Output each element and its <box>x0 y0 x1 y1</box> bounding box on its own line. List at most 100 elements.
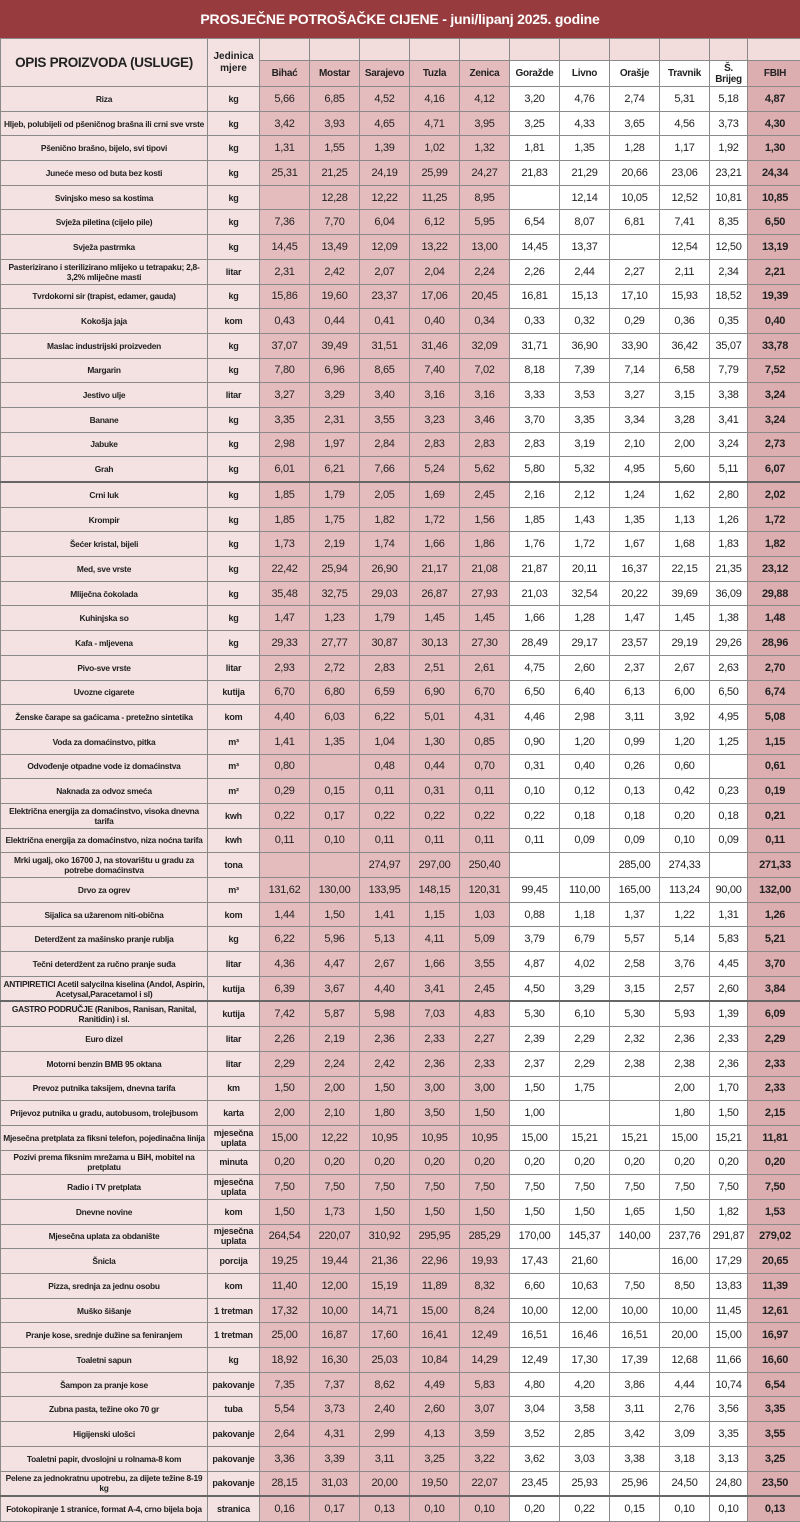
price-cell: 2,16 <box>510 482 560 507</box>
price-cell: 2,99 <box>360 1422 410 1447</box>
price-cell: 6,10 <box>560 1001 610 1026</box>
price-cell: 4,95 <box>610 457 660 482</box>
unit-of-measure: kom <box>208 309 260 334</box>
price-cell: 3,20 <box>510 87 560 112</box>
price-cell: 3,95 <box>460 111 510 136</box>
price-cell: 2,37 <box>510 1051 560 1076</box>
price-cell: 20,22 <box>610 581 660 606</box>
price-cell: 1,20 <box>560 729 610 754</box>
price-cell: 0,22 <box>260 803 310 828</box>
price-cell: 1,68 <box>660 532 710 557</box>
price-cell: 15,00 <box>260 1125 310 1150</box>
price-cell: 10,95 <box>460 1125 510 1150</box>
price-cell: 0,10 <box>310 828 360 853</box>
product-description: Mrki ugalj, oko 16700 J, na stovarištu u… <box>1 853 208 878</box>
price-cell: 29,26 <box>710 631 748 656</box>
price-cell: 0,29 <box>260 779 310 804</box>
price-cell: 6,12 <box>410 210 460 235</box>
price-cell: 5,98 <box>360 1001 410 1026</box>
header-city: Goražde <box>510 61 560 87</box>
price-cell: 1,48 <box>748 606 800 631</box>
price-cell: 15,13 <box>560 284 610 309</box>
price-cell: 5,21 <box>748 927 800 952</box>
price-cell: 3,25 <box>748 1446 800 1471</box>
price-cell: 2,34 <box>710 259 748 284</box>
product-description: Mjesečna uplata za obdanište <box>1 1224 208 1249</box>
price-cell: 0,11 <box>360 779 410 804</box>
price-cell: 8,50 <box>660 1274 710 1299</box>
product-description: Odvođenje otpadne vode iz domaćinstva <box>1 754 208 779</box>
price-cell: 39,49 <box>310 333 360 358</box>
price-cell: 2,73 <box>748 432 800 457</box>
price-cell: 131,62 <box>260 878 310 903</box>
price-cell: 11,66 <box>710 1348 748 1373</box>
price-cell: 132,00 <box>748 878 800 903</box>
price-cell: 0,61 <box>748 754 800 779</box>
header-unit: Jedinica mjere <box>208 39 260 87</box>
product-description: Voda za domaćinstvo, pitka <box>1 729 208 754</box>
price-cell: 3,42 <box>260 111 310 136</box>
unit-of-measure: m³ <box>208 729 260 754</box>
price-cell: 12,00 <box>310 1274 360 1299</box>
price-cell: 7,50 <box>610 1274 660 1299</box>
price-cell: 2,80 <box>710 482 748 507</box>
price-cell: 23,45 <box>510 1471 560 1496</box>
unit-of-measure: mjesečna uplata <box>208 1224 260 1249</box>
price-cell: 0,11 <box>360 828 410 853</box>
table-row: Mjesečna pretplata za fiksni telefon, po… <box>1 1125 800 1150</box>
product-description: Motorni benzin BMB 95 oktana <box>1 1051 208 1076</box>
price-cell: 5,30 <box>510 1001 560 1026</box>
price-cell <box>710 853 748 878</box>
price-cell: 2,67 <box>360 952 410 977</box>
price-cell: 4,02 <box>560 952 610 977</box>
product-description: Riza <box>1 87 208 112</box>
price-cell: 4,45 <box>710 952 748 977</box>
price-cell: 7,52 <box>748 358 800 383</box>
price-cell: 1,30 <box>410 729 460 754</box>
price-cell: 0,20 <box>260 1150 310 1175</box>
price-cell: 0,26 <box>610 754 660 779</box>
price-cell: 285,29 <box>460 1224 510 1249</box>
product-description: ANTIPIRETICI Acetil salycilna kiselina (… <box>1 976 208 1001</box>
price-cell: 6,96 <box>310 358 360 383</box>
product-description: Mliječna čokolada <box>1 581 208 606</box>
unit-of-measure: kg <box>208 185 260 210</box>
price-cell: 0,23 <box>710 779 748 804</box>
price-cell: 2,70 <box>748 655 800 680</box>
unit-of-measure: kwh <box>208 803 260 828</box>
unit-of-measure: kg <box>208 432 260 457</box>
price-cell: 12,68 <box>660 1348 710 1373</box>
price-cell: 0,31 <box>510 754 560 779</box>
price-cell: 6,50 <box>748 210 800 235</box>
price-cell: 6,58 <box>660 358 710 383</box>
price-cell: 5,60 <box>660 457 710 482</box>
price-cell: 24,80 <box>710 1471 748 1496</box>
price-cell: 0,09 <box>710 828 748 853</box>
unit-of-measure: kg <box>208 136 260 161</box>
price-cell: 3,03 <box>560 1446 610 1471</box>
table-row: Pozivi prema fiksnim mrežama u BiH, mobi… <box>1 1150 800 1175</box>
price-cell: 1,66 <box>410 532 460 557</box>
price-cell: 1,35 <box>560 136 610 161</box>
price-cell: 1,02 <box>410 136 460 161</box>
price-cell: 8,32 <box>460 1274 510 1299</box>
unit-of-measure: litar <box>208 1051 260 1076</box>
price-cell: 0,20 <box>660 1150 710 1175</box>
price-cell: 29,19 <box>660 631 710 656</box>
price-cell: 1,15 <box>410 902 460 927</box>
price-cell: 1,75 <box>560 1076 610 1101</box>
unit-of-measure: kg <box>208 407 260 432</box>
price-cell: 19,25 <box>260 1249 310 1274</box>
price-cell: 15,00 <box>660 1125 710 1150</box>
price-cell: 1,20 <box>660 729 710 754</box>
unit-of-measure: m³ <box>208 754 260 779</box>
price-cell: 22,96 <box>410 1249 460 1274</box>
price-cell: 2,29 <box>560 1051 610 1076</box>
price-cell: 2,36 <box>410 1051 460 1076</box>
price-cell: 10,00 <box>660 1298 710 1323</box>
price-cell: 0,17 <box>310 1496 360 1521</box>
